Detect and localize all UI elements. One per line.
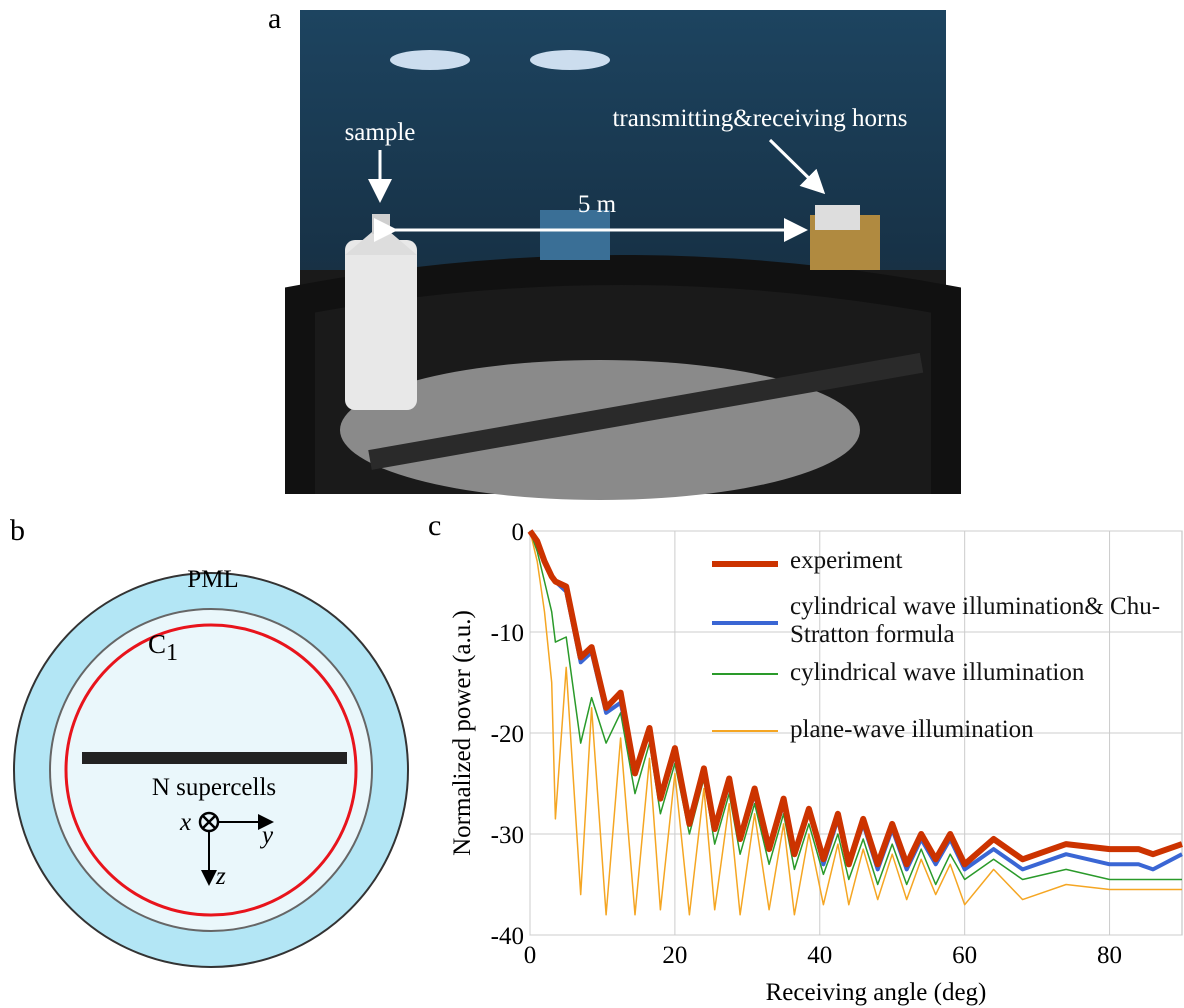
x-tick-label: 80 [1097, 942, 1122, 969]
label: C1 [148, 629, 178, 666]
panel-label: a [268, 2, 281, 35]
axis-label: y [259, 822, 274, 849]
y-tick-label: -40 [491, 923, 524, 950]
supercell-array [82, 752, 347, 764]
photo [285, 10, 961, 500]
legend-label: plane-wave illumination [790, 716, 1034, 743]
legend-entry: experiment [712, 547, 902, 575]
x-tick-label: 20 [662, 942, 687, 969]
y-tick-label: -30 [491, 822, 524, 849]
contour [64, 623, 358, 917]
x-tick-label: 40 [807, 942, 832, 969]
annotation: sample [345, 119, 416, 146]
axis-label: x [179, 809, 191, 836]
legend-label: cylindrical wave illumination [790, 659, 1085, 686]
series-line [527, 529, 1183, 868]
legend-swatch [712, 730, 778, 732]
label: C [148, 629, 166, 659]
x-tick-label: 0 [524, 942, 537, 969]
axis-origin [202, 815, 216, 829]
subscript: 1 [166, 640, 178, 666]
domain [49, 608, 373, 932]
legend-entry: cylindrical wave illumination& Chu-Strat… [712, 593, 1165, 649]
panel-label: c [428, 509, 441, 542]
legend-label: cylindrical wave illumination& Chu-Strat… [790, 593, 1161, 648]
legend-entry: plane-wave illumination [712, 716, 1034, 744]
y-axis-label: Normalized power (a.u.) [449, 610, 476, 856]
legend-swatch [712, 673, 778, 675]
y-tick-label: 0 [512, 519, 525, 546]
legend-swatch [712, 621, 778, 625]
label: N supercells [152, 774, 276, 801]
arrow [768, 138, 826, 195]
series-line [529, 530, 1182, 916]
legend-entry: cylindrical wave illumination [712, 659, 1084, 687]
annotation: transmitting&receiving horns [612, 105, 907, 132]
axis-label: z [215, 863, 226, 890]
x-tick-label: 60 [952, 942, 977, 969]
annotation: 5 m [578, 191, 617, 218]
series-line [529, 530, 1182, 886]
label: PML [187, 566, 238, 593]
axis-origin [198, 811, 220, 833]
y-tick-label: -20 [491, 721, 524, 748]
chart: 0 20 40 60 80 0 -10 -20 -30 -40 Receiving angle (d… [449, 519, 1183, 1006]
panel-label: b [10, 514, 25, 547]
legend-label: experiment [790, 547, 903, 574]
legend-swatch [712, 561, 778, 567]
x-axis-label: Receiving angle (deg) [766, 979, 987, 1006]
y-tick-label: -10 [491, 620, 524, 647]
